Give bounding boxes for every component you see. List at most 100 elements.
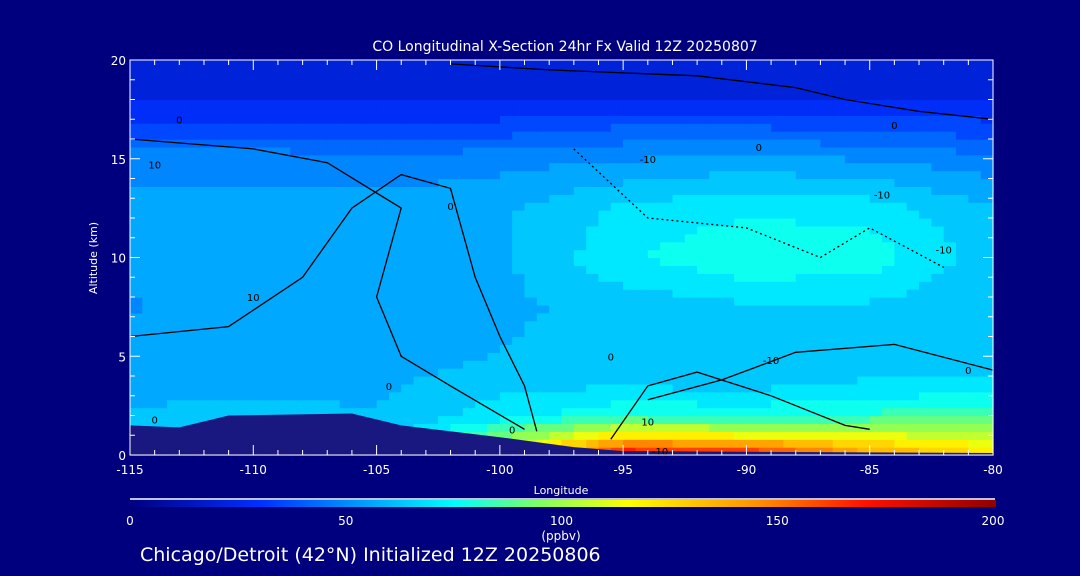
heatmap-cell	[845, 391, 858, 401]
heatmap-cell	[339, 139, 353, 148]
heatmap-cell	[598, 439, 612, 448]
heatmap-cell	[943, 391, 957, 401]
heatmap-cell	[475, 368, 489, 377]
heatmap-cell	[832, 131, 846, 140]
heatmap-cell	[758, 178, 772, 187]
heatmap-cell	[462, 233, 476, 243]
heatmap-cell	[808, 170, 821, 180]
heatmap-cell	[980, 178, 994, 187]
heatmap-cell	[549, 123, 563, 132]
heatmap-cell	[302, 194, 316, 203]
heatmap-cell	[635, 297, 649, 306]
heatmap-cell	[167, 202, 180, 211]
heatmap-cell	[734, 273, 747, 282]
heatmap-cell	[388, 115, 402, 124]
heatmap-cell	[376, 123, 390, 132]
heatmap-cell	[734, 320, 747, 330]
heatmap-cell	[672, 336, 686, 345]
heatmap-cell	[980, 273, 994, 282]
heatmap-cell	[746, 123, 760, 132]
heatmap-cell	[919, 336, 932, 345]
heatmap-cell	[721, 391, 735, 401]
heatmap-cell	[475, 407, 489, 417]
heatmap-cell	[573, 67, 587, 77]
heatmap-cell	[130, 265, 143, 274]
heatmap-cell	[808, 178, 821, 187]
heatmap-cell	[610, 107, 624, 116]
heatmap-cell	[919, 257, 932, 266]
heatmap-cell	[475, 320, 489, 330]
heatmap-cell	[499, 60, 513, 69]
heatmap-cell	[771, 399, 784, 409]
heatmap-cell	[931, 447, 945, 456]
heatmap-cell	[241, 273, 254, 282]
heatmap-cell	[167, 336, 180, 345]
heatmap-cell	[512, 368, 526, 377]
heatmap-cell	[573, 360, 587, 369]
heatmap-cell	[721, 123, 735, 132]
heatmap-cell	[425, 249, 439, 259]
heatmap-cell	[795, 391, 809, 401]
heatmap-cell	[586, 415, 600, 424]
heatmap-cell	[314, 123, 328, 132]
heatmap-cell	[450, 202, 464, 211]
heatmap-cell	[771, 210, 784, 219]
heatmap-cell	[536, 249, 550, 259]
heatmap-cell	[364, 225, 378, 235]
heatmap-cell	[351, 91, 365, 101]
heatmap-cell	[339, 154, 353, 164]
heatmap-cell	[413, 360, 427, 369]
heatmap-cell	[438, 202, 452, 211]
heatmap-cell	[968, 265, 982, 274]
heatmap-cell	[721, 60, 735, 69]
heatmap-cell	[623, 423, 636, 432]
heatmap-cell	[919, 225, 932, 235]
heatmap-cell	[487, 67, 501, 77]
heatmap-cell	[709, 131, 723, 140]
heatmap-cell	[845, 281, 858, 290]
heatmap-cell	[475, 170, 489, 180]
heatmap-cell	[536, 99, 550, 108]
heatmap-cell	[771, 91, 784, 101]
heatmap-cell	[130, 376, 143, 385]
heatmap-cell	[351, 170, 365, 180]
heatmap-cell	[956, 99, 969, 108]
heatmap-cell	[672, 67, 686, 77]
heatmap-cell	[672, 218, 686, 227]
heatmap-cell	[179, 383, 193, 393]
heatmap-cell	[290, 233, 304, 243]
heatmap-cell	[450, 423, 464, 432]
heatmap-cell	[869, 115, 883, 124]
heatmap-cell	[364, 233, 378, 243]
heatmap-cell	[154, 415, 168, 424]
heatmap-cell	[549, 431, 563, 440]
heatmap-cell	[647, 391, 661, 401]
heatmap-cell	[746, 312, 760, 322]
heatmap-cell	[462, 297, 476, 306]
heatmap-cell	[795, 67, 809, 77]
heatmap-cell	[968, 123, 982, 132]
heatmap-cell	[586, 60, 600, 69]
heatmap-cell	[980, 415, 994, 424]
heatmap-cell	[931, 368, 945, 377]
heatmap-cell	[906, 178, 920, 187]
heatmap-cell	[647, 178, 661, 187]
heatmap-cell	[302, 107, 316, 116]
heatmap-cell	[302, 383, 316, 393]
heatmap-cell	[364, 304, 378, 314]
heatmap-cell	[586, 273, 600, 282]
heatmap-cell	[536, 218, 550, 227]
heatmap-cell	[647, 320, 661, 330]
heatmap-cell	[475, 415, 489, 424]
heatmap-cell	[450, 273, 464, 282]
heatmap-cell	[290, 360, 304, 369]
heatmap-cell	[586, 328, 600, 338]
heatmap-cell	[290, 218, 304, 227]
heatmap-cell	[980, 320, 994, 330]
heatmap-cell	[327, 202, 341, 211]
heatmap-cell	[253, 352, 267, 361]
heatmap-cell	[376, 218, 390, 227]
heatmap-cell	[672, 139, 686, 148]
heatmap-cell	[808, 210, 821, 219]
heatmap-cell	[179, 376, 193, 385]
